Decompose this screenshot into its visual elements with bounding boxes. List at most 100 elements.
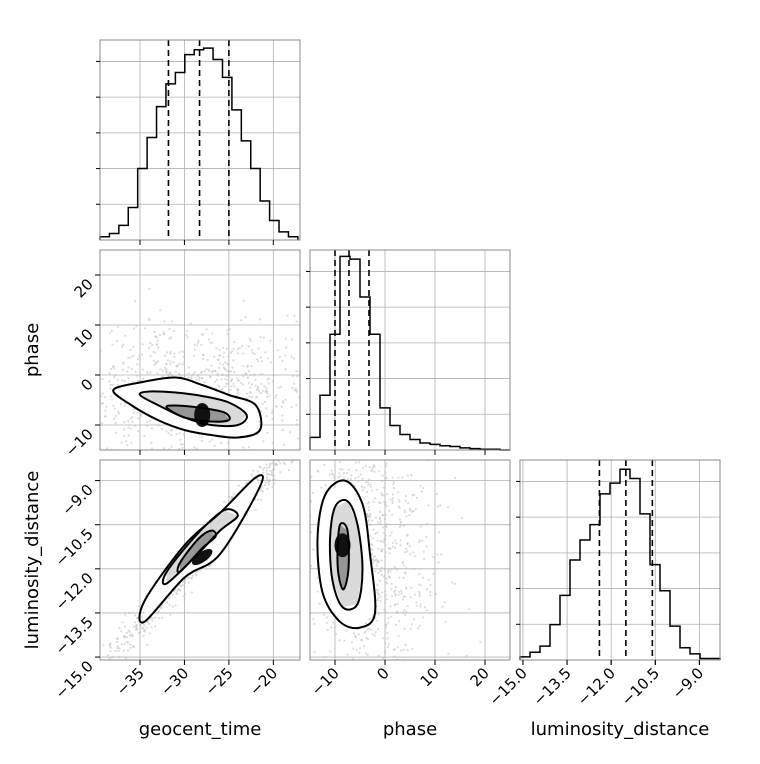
panel-phase-vs-luminosity-distance-sample-point [323, 379, 325, 381]
panel-geocent-time-vs-phase-sample-point [104, 409, 107, 412]
panel-phase-vs-luminosity-distance-sample-point [407, 502, 410, 505]
panel-phase-vs-luminosity-distance-sample-point [398, 381, 400, 383]
panel-phase-vs-luminosity-distance-sample-point [368, 515, 371, 519]
panel-phase-vs-luminosity-distance-sample-point [387, 616, 390, 620]
panel-geocent-time-vs-luminosity-distance-sample-point [107, 662, 109, 664]
panel-phase-vs-luminosity-distance-sample-point [386, 493, 389, 496]
panel-phase-vs-luminosity-distance-sample-point [394, 567, 397, 570]
panel-geocent-time-vs-phase-sample-point [209, 341, 212, 344]
panel-phase-vs-luminosity-distance-sample-point [422, 661, 424, 663]
panel-geocent-time-vs-phase-sample-point [249, 373, 252, 376]
panel-geocent-time-vs-phase-sample-point [261, 389, 264, 392]
panel-geocent-time-vs-luminosity-distance-sample-point [106, 669, 108, 671]
panel-geocent-time-vs-phase-sample-point [88, 400, 90, 402]
panel-phase-vs-luminosity-distance-sample-point [367, 682, 369, 684]
panel-phase-vs-luminosity-distance-sample-point [371, 519, 374, 522]
panel-geocent-time-vs-phase-sample-point [170, 434, 173, 437]
panel-phase-vs-luminosity-distance-sample-point [418, 592, 421, 595]
panel-phase-vs-luminosity-distance-sample-point [346, 653, 349, 656]
panel-geocent-time-vs-phase-sample-point [131, 415, 134, 419]
panel-phase-vs-luminosity-distance-sample-point [345, 629, 348, 632]
panel-geocent-time-vs-phase-sample-point [233, 371, 236, 374]
panel-geocent-time-vs-luminosity-distance-sample-point [98, 671, 100, 673]
panel-geocent-time-vs-phase-sample-point [146, 373, 149, 376]
panel-geocent-time-vs-phase-sample-point [277, 386, 280, 389]
panel-geocent-time-vs-phase-sample-point [249, 339, 252, 342]
panel-geocent-time-vs-phase-sample-point [279, 385, 283, 388]
panel-geocent-time-vs-phase-sample-point [294, 387, 297, 390]
panel-geocent-time-vs-phase-sample-point [170, 336, 173, 339]
panel-phase-vs-luminosity-distance-sample-point [406, 649, 409, 652]
panel-phase-vs-luminosity-distance-sample-point [378, 516, 381, 519]
panel-phase-vs-luminosity-distance-sample-point [335, 633, 338, 636]
panel-phase-vs-luminosity-distance-sample-point [376, 619, 379, 622]
panel-phase-vs-luminosity-distance-sample-point [383, 650, 386, 653]
panel-geocent-time-vs-phase-sample-point [265, 387, 268, 390]
panel-phase-vs-luminosity-distance-sample-point [400, 589, 403, 593]
panel-geocent-time-vs-phase-sample-point [156, 343, 159, 346]
panel-geocent-time-vs-phase-sample-point [245, 455, 247, 457]
panel-phase-vs-luminosity-distance-sample-point [384, 513, 387, 517]
panel-geocent-time-vs-phase-sample-point [343, 402, 345, 404]
panel-geocent-time-vs-phase-sample-point [110, 329, 113, 332]
panel-phase-vs-luminosity-distance-sample-point [389, 570, 392, 573]
panel-geocent-time-vs-phase-sample-point [231, 349, 234, 353]
panel-phase-vs-luminosity-distance-sample-point [418, 573, 421, 576]
panel-phase-vs-luminosity-distance-sample-point [341, 362, 343, 364]
panel-phase-vs-luminosity-distance-sample-point [352, 632, 355, 635]
panel-phase-vs-luminosity-distance-sample-point [329, 650, 332, 653]
xtick-label-phase: 20 [467, 664, 493, 690]
panel-geocent-time-vs-phase-sample-point [157, 424, 160, 427]
panel-phase-vs-luminosity-distance-sample-point [316, 726, 318, 728]
panel-geocent-time-vs-luminosity-distance-sample-point [178, 589, 181, 592]
panel-geocent-time-vs-phase-sample-point [189, 322, 192, 325]
panel-phase-vs-luminosity-distance-sample-point [339, 475, 342, 478]
panel-phase-vs-luminosity-distance-sample-point [395, 623, 398, 627]
panel-phase-vs-luminosity-distance-sample-point [406, 474, 409, 477]
panel-geocent-time-vs-phase-sample-point [66, 374, 68, 376]
panel-geocent-time-vs-phase-sample-point [155, 455, 157, 457]
panel-geocent-time-vs-phase-sample-point [132, 345, 135, 348]
panel-phase-vs-luminosity-distance-sample-point [355, 376, 357, 378]
panel-phase-vs-luminosity-distance-sample-point [385, 504, 388, 507]
panel-geocent-time-vs-luminosity-distance-sample-point [151, 617, 154, 620]
panel-geocent-time-vs-phase-sample-point [144, 460, 146, 462]
panel-geocent-time-vs-luminosity-distance-sample-point [158, 616, 161, 620]
panel-phase-vs-luminosity-distance-sample-point [427, 578, 430, 581]
panel-geocent-time-vs-luminosity-distance-sample-point [79, 692, 81, 694]
panel-phase-vs-luminosity-distance-sample-point [366, 685, 368, 687]
panel-geocent-time-vs-phase-sample-point [203, 369, 206, 372]
panel-phase-vs-luminosity-distance-sample-point [367, 483, 370, 486]
panel-geocent-time-vs-luminosity-distance-sample-point [104, 678, 106, 680]
panel-geocent-time-vs-luminosity-distance-sample-point [108, 644, 111, 647]
panel-geocent-time-vs-luminosity-distance-sample-point [116, 645, 120, 648]
panel-phase-vs-luminosity-distance-sample-point [384, 694, 386, 696]
panel-geocent-time-vs-phase-sample-point [46, 383, 48, 385]
panel-phase-vs-luminosity-distance-sample-point [316, 590, 319, 593]
panel-geocent-time-vs-phase-sample-point [359, 370, 361, 372]
panel-geocent-time-vs-phase-sample-point [222, 346, 225, 349]
panel-phase-vs-luminosity-distance-sample-point [379, 422, 381, 424]
panel-geocent-time-vs-luminosity-distance-sample-point [305, 406, 307, 408]
panel-geocent-time-vs-phase-sample-point [318, 387, 320, 389]
panel-phase-vs-luminosity-distance-sample-point [377, 593, 380, 596]
panel-geocent-time-vs-phase-sample-point [122, 428, 126, 431]
panel-geocent-time-vs-phase-sample-point [70, 341, 72, 343]
panel-phase-vs-luminosity-distance-sample-point [366, 512, 369, 515]
panel-geocent-time-vs-phase-sample-point [165, 370, 168, 373]
panel-geocent-time-vs-phase-sample-point [57, 372, 59, 374]
panel-geocent-time-vs-phase-sample-point [200, 343, 203, 346]
panel-phase-vs-luminosity-distance-sample-point [376, 611, 379, 614]
panel-phase-vs-luminosity-distance-sample-point [385, 598, 388, 601]
panel-geocent-time-vs-luminosity-distance-sample-point [105, 667, 107, 669]
panel-phase-vs-luminosity-distance-sample-point [373, 447, 375, 449]
panel-geocent-time-vs-phase-sample-point [128, 423, 131, 426]
panel-phase-vs-luminosity-distance-sample-point [339, 468, 342, 471]
panel-phase-vs-luminosity-distance-sample-point [394, 539, 397, 542]
panel-phase-vs-luminosity-distance-sample-point [333, 476, 336, 479]
panel-geocent-time-vs-phase-sample-point [52, 403, 54, 405]
panel-phase-vs-luminosity-distance-sample-point [339, 461, 342, 464]
panel-geocent-time-vs-luminosity-distance-sample-point [278, 456, 280, 458]
panel-geocent-time-vs-luminosity-distance-sample-point [128, 611, 131, 615]
panel-phase-vs-luminosity-distance-sample-point [350, 447, 352, 449]
